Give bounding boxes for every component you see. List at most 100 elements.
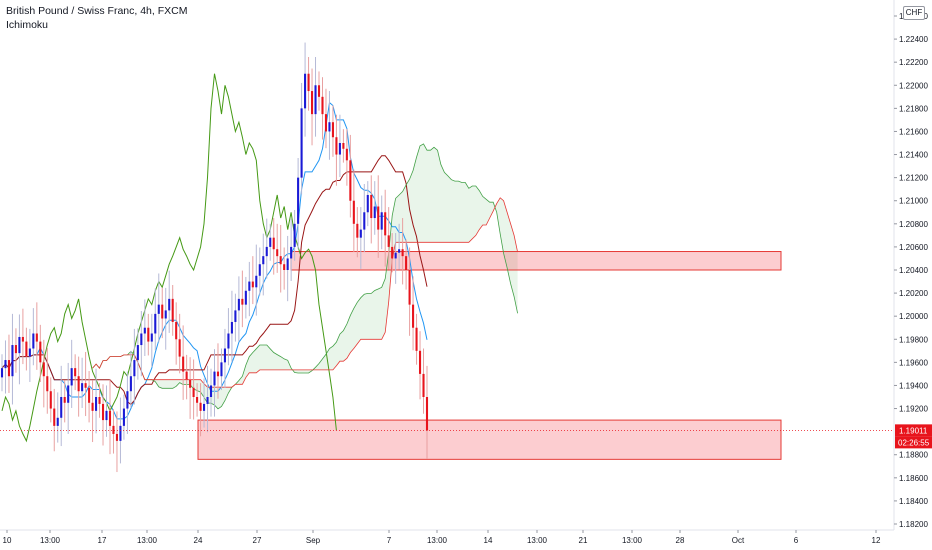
countdown-label: 02:26:55 [898, 438, 930, 447]
last-price-tag [895, 424, 932, 437]
x-tick-label: 10 [3, 536, 12, 545]
candle-body [418, 350, 422, 374]
candle-body [398, 249, 401, 253]
candle-body [276, 249, 279, 257]
y-tick-label: 1.21200 [899, 174, 928, 183]
candle-body [53, 408, 56, 426]
y-tick-label: 1.21800 [899, 104, 928, 113]
candle-body [352, 200, 355, 224]
x-tick-label: 14 [484, 536, 493, 545]
candle-body [401, 249, 404, 257]
candle-body [11, 345, 14, 377]
candle-body [307, 73, 310, 92]
y-tick-label: 1.18400 [899, 497, 928, 506]
candle-body [279, 256, 282, 265]
y-tick-label: 1.22400 [899, 35, 928, 44]
y-tick-label: 1.21600 [899, 127, 928, 136]
candle-body [220, 362, 223, 377]
candle-body [136, 345, 139, 361]
x-tick-label: 13:00 [137, 536, 158, 545]
candle-body [286, 258, 289, 270]
candle-body [227, 333, 230, 349]
candle-body [241, 298, 244, 305]
y-tick-label: 1.20600 [899, 243, 928, 252]
y-tick-label: 1.22000 [899, 81, 928, 90]
candle-body [394, 252, 397, 259]
candle-body [28, 348, 31, 357]
x-tick-label: 13:00 [622, 536, 643, 545]
candle-body [234, 310, 237, 322]
currency-badge[interactable]: CHF [903, 6, 925, 20]
x-tick-label: 6 [794, 536, 799, 545]
candle-body [206, 397, 209, 404]
price-tags: 1.19011 02:26:55 [895, 424, 932, 449]
candle-body [126, 391, 129, 409]
candle-body [56, 417, 59, 426]
candle-body [230, 321, 233, 334]
candle-body [415, 327, 418, 351]
y-tick-label: 1.19800 [899, 335, 928, 344]
candle-body [269, 237, 272, 247]
candle-body [95, 397, 98, 411]
candle-body [335, 137, 338, 155]
candle-body [157, 304, 160, 314]
candle-body [248, 281, 251, 291]
candle-body [324, 114, 328, 132]
candle-body [412, 304, 415, 328]
candle-body [70, 368, 73, 386]
candle-body [293, 223, 296, 247]
candle-body [140, 333, 143, 346]
candle-body [370, 194, 373, 219]
candle-body [119, 425, 122, 441]
candle-body [328, 122, 331, 132]
y-tick-label: 1.19600 [899, 358, 928, 367]
candle-body [310, 91, 314, 115]
candlestick-series [0, 42, 429, 473]
cloud-fill [92, 143, 518, 409]
y-tick-label: 1.19400 [899, 381, 928, 390]
candle-body [265, 246, 268, 257]
candle-body [380, 212, 383, 230]
y-tick-label: 1.20400 [899, 266, 928, 275]
candle-body [74, 368, 77, 377]
candle-body [345, 148, 348, 161]
candle-body [21, 336, 24, 342]
candle-body [129, 376, 132, 392]
y-tick-label: 1.20000 [899, 312, 928, 321]
candle-body [18, 336, 21, 354]
y-tick-label: 1.20800 [899, 220, 928, 229]
indicator-label[interactable]: Ichimoku [6, 19, 49, 31]
price-axis[interactable]: 1.226001.224001.222001.220001.218001.216… [894, 12, 928, 529]
candle-body [147, 327, 150, 342]
candle-body [192, 387, 195, 397]
candle-body [46, 376, 49, 392]
candle-body [209, 385, 213, 397]
candle-body [290, 246, 293, 259]
candle-body [359, 229, 362, 238]
y-tick-label: 1.20200 [899, 289, 928, 298]
candle-body [39, 341, 42, 363]
ichimoku-cloud [92, 143, 518, 409]
candle-body [377, 206, 380, 230]
time-axis[interactable]: 10 13:00 17 13:00 24 27 Sep 7 13:00 14 13:00 21 13:0… [3, 530, 881, 545]
candle-body [25, 341, 28, 357]
x-tick-label: 12 [872, 536, 881, 545]
candle-body [161, 304, 164, 319]
candle-body [98, 397, 101, 404]
y-tick-label: 1.18200 [899, 520, 928, 529]
candle-body [321, 96, 324, 115]
candle-body [422, 373, 425, 397]
candle-body [314, 85, 317, 115]
x-tick-label: 28 [676, 536, 685, 545]
candle-body [189, 379, 192, 388]
candle-body [122, 408, 125, 426]
last-price-label: 1.19011 [899, 426, 928, 435]
candle-body [258, 264, 261, 276]
candle-body [108, 410, 112, 426]
candle-body [35, 333, 38, 342]
candle-body [115, 433, 119, 441]
candle-body [14, 345, 17, 354]
symbol-title[interactable]: British Pound / Swiss Franc, 4h, FXCM [6, 5, 188, 17]
y-tick-label: 1.18800 [899, 451, 928, 460]
